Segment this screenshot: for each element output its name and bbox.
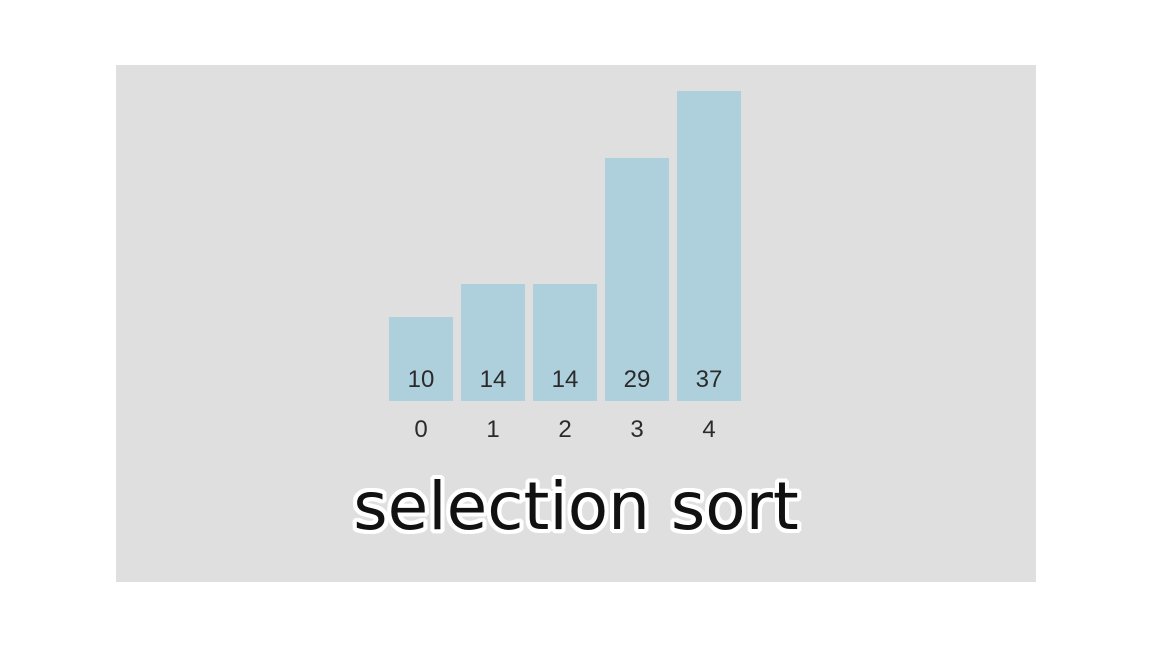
bar-1	[461, 284, 525, 401]
bar-value-label: 10	[407, 366, 435, 393]
index-label: 2	[558, 416, 572, 443]
caption-text: selection sort	[353, 468, 799, 545]
index-label: 1	[486, 416, 500, 443]
bar-value-label: 37	[695, 366, 723, 393]
bar-value-label: 29	[623, 366, 651, 393]
index-label: 3	[630, 416, 644, 443]
bar-3	[605, 158, 669, 401]
bar-value-label: 14	[479, 366, 507, 393]
bar-0	[389, 317, 453, 401]
index-label: 4	[702, 416, 716, 443]
bar-value-label: 14	[551, 366, 579, 393]
index-label: 0	[414, 416, 428, 443]
bar-4	[677, 91, 741, 401]
bar-2	[533, 284, 597, 401]
